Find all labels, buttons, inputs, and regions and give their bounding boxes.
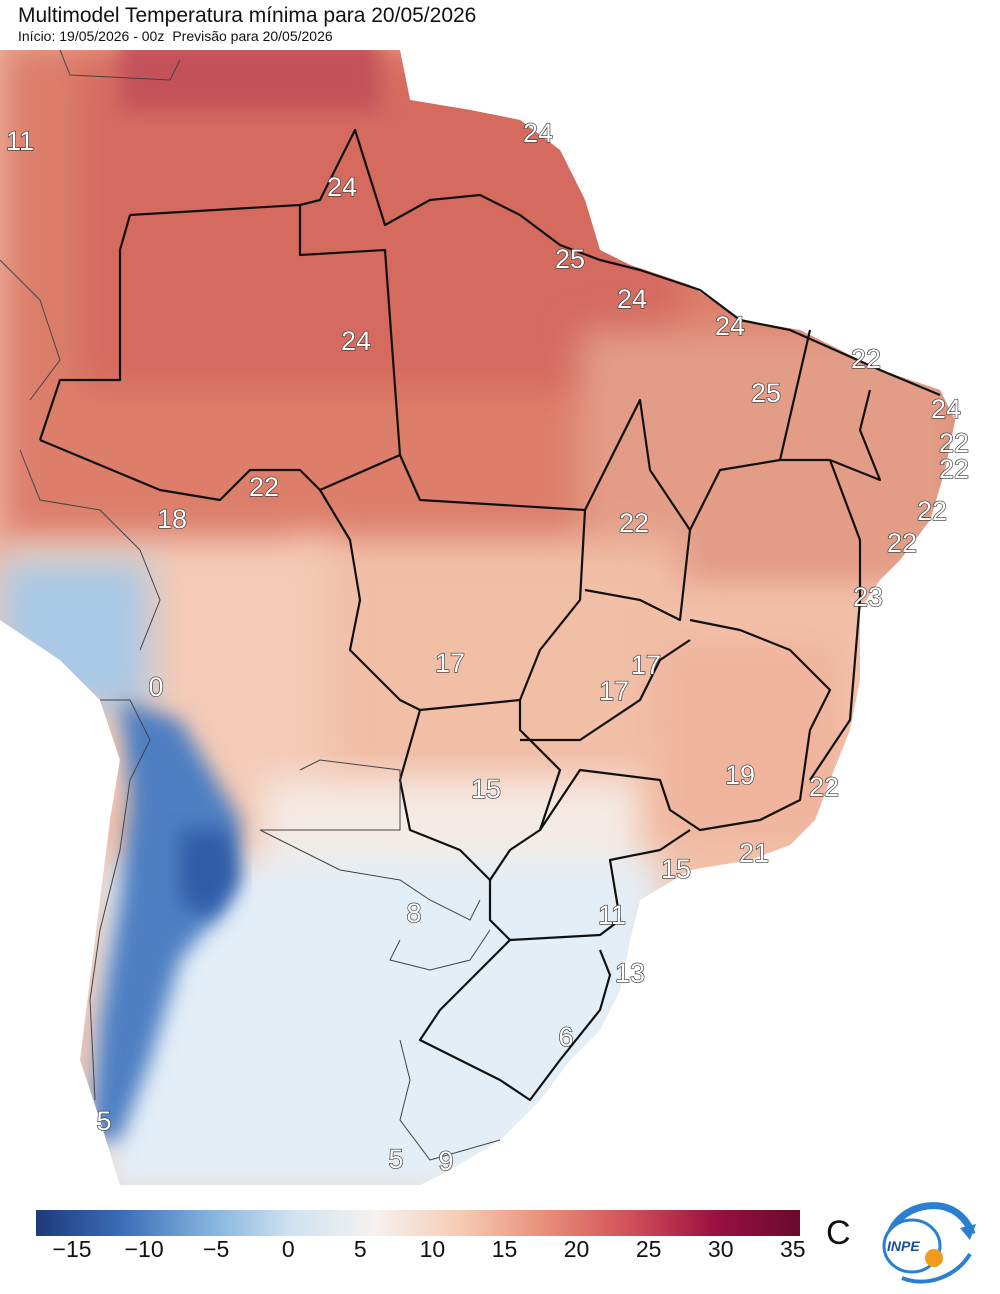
label-17-goias: 17 — [599, 676, 629, 706]
label-22-paraiba: 22 — [939, 428, 969, 458]
colorbar-tick: −15 — [52, 1236, 92, 1262]
label-5-uruguay: 5 — [388, 1144, 403, 1174]
label-22-alagoas: 22 — [917, 496, 947, 526]
label-11-colombia: 11 — [6, 126, 34, 156]
colorbar-tick: −10 — [124, 1236, 164, 1262]
inpe-logo: INPE — [872, 1196, 982, 1288]
label-24-belem: 24 — [617, 284, 647, 314]
colorbar-tick: 10 — [419, 1236, 446, 1262]
state-borders — [38, 128, 941, 1102]
label-13-santa-catarina: 13 — [615, 958, 645, 988]
label-9-uruguay: 9 — [438, 1146, 453, 1176]
colorbar-gradient — [36, 1210, 800, 1236]
label-23-bahia-coast: 23 — [853, 582, 883, 612]
label-24-rio-grande-do-norte: 24 — [931, 394, 961, 424]
label-17-mato-grosso: 17 — [435, 648, 465, 678]
label-15-sao-paulo: 15 — [661, 854, 691, 884]
label-25-marajo: 25 — [555, 244, 585, 274]
label-22-sergipe: 22 — [887, 528, 917, 558]
label-17-distrito-federal: 17 — [631, 650, 661, 680]
colorbar-tick: 25 — [635, 1236, 662, 1262]
label-24-amapa: 24 — [523, 118, 553, 148]
colorbar — [36, 1210, 800, 1236]
label-24-amazonas: 24 — [341, 326, 371, 356]
init-time: Início: 19/05/2026 - 00z — [18, 28, 165, 44]
label-0-andes: 0 — [148, 672, 163, 702]
logo-text: INPE — [887, 1238, 920, 1254]
colorbar-tick: 15 — [491, 1236, 518, 1262]
label-5-chile: 5 — [96, 1106, 111, 1136]
label-6-porto-alegre: 6 — [558, 1022, 573, 1052]
label-11-parana: 11 — [598, 900, 626, 930]
country-borders — [0, 49, 501, 1161]
label-8-paraguay: 8 — [406, 898, 421, 928]
label-22-ceara: 22 — [851, 344, 881, 374]
label-21-rio-de-janeiro: 21 — [739, 838, 769, 868]
inpe-logo-icon: INPE — [882, 1202, 976, 1284]
label-15-mato-grosso-do-sul: 15 — [471, 774, 501, 804]
colorbar-tick: 20 — [563, 1236, 590, 1262]
forecast-time: Previsão para 20/05/2026 — [172, 28, 333, 44]
colorbar-tick: 5 — [353, 1236, 367, 1262]
label-22-rondonia: 22 — [249, 472, 279, 502]
label-24-maranhao-coast: 24 — [715, 311, 745, 341]
colorbar-tick: 35 — [779, 1236, 806, 1262]
colorbar-ticks: −15 −10 −5 0 5 10 15 20 25 30 35 — [0, 1236, 1000, 1266]
header: Multimodel Temperatura mínima para 20/05… — [18, 4, 476, 44]
label-22-tocantins: 22 — [619, 508, 649, 538]
label-19-minas-gerais: 19 — [725, 760, 755, 790]
map-title: Multimodel Temperatura mínima para 20/05… — [18, 4, 477, 27]
colorbar-tick: 30 — [707, 1236, 734, 1262]
label-22-espirito-santo: 22 — [809, 772, 839, 802]
label-25-piaui: 25 — [751, 378, 781, 408]
map-subtitle: Início: 19/05/2026 - 00z Previsão para 20… — [18, 28, 476, 44]
label-24-roraima: 24 — [327, 172, 357, 202]
label-22-pernambuco: 22 — [939, 454, 969, 484]
colorbar-tick: 0 — [281, 1236, 295, 1262]
unit-label: C — [826, 1214, 851, 1252]
label-18-acre: 18 — [157, 504, 187, 534]
colorbar-tick: −5 — [203, 1236, 230, 1262]
